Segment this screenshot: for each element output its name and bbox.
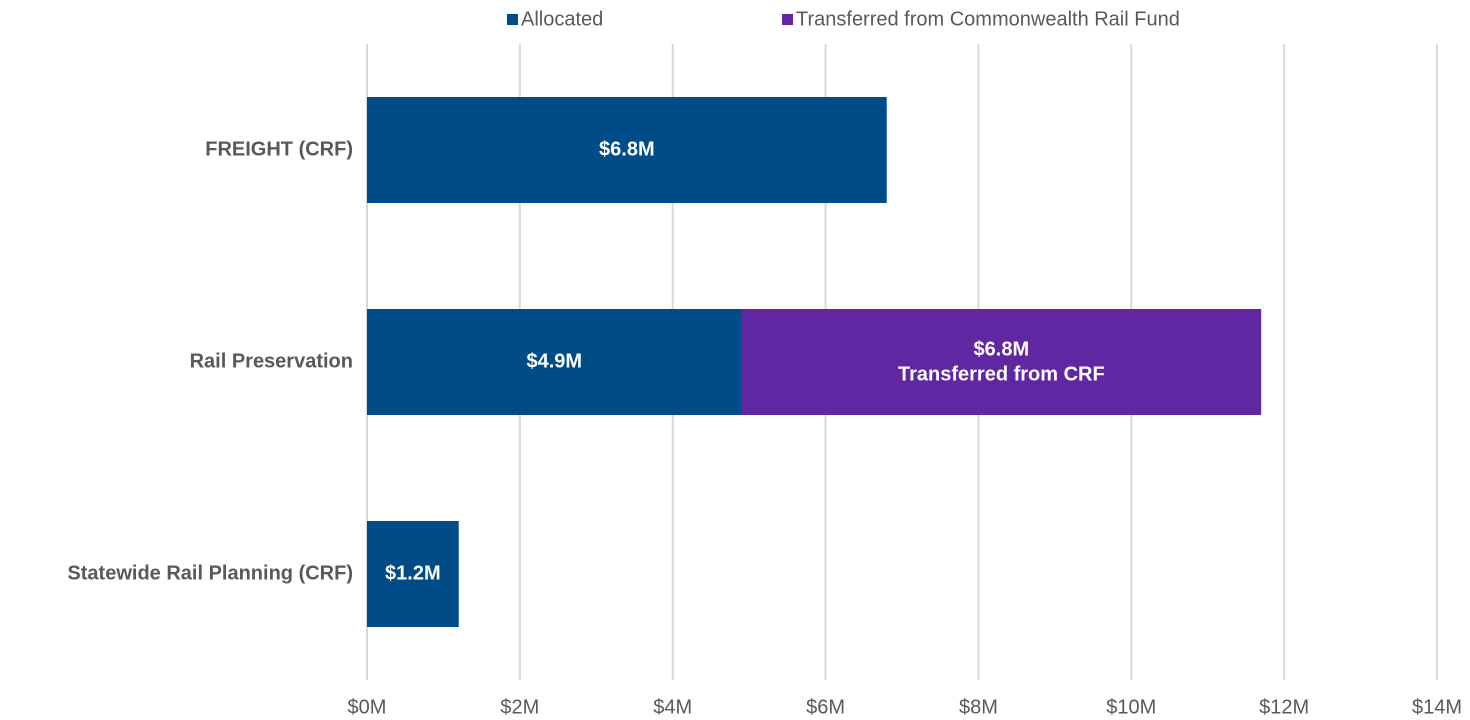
x-tick-label: $10M xyxy=(1106,696,1156,718)
bar xyxy=(367,309,742,415)
legend-swatch xyxy=(782,14,793,25)
data-annotation: Transferred from CRF xyxy=(898,363,1105,385)
data-label: $6.8M xyxy=(974,338,1030,360)
category-label: Statewide Rail Planning (CRF) xyxy=(67,562,353,584)
legend-swatch xyxy=(507,14,518,25)
x-tick-label: $8M xyxy=(959,696,998,718)
legend-label: Allocated xyxy=(521,8,603,30)
bar xyxy=(741,309,1262,415)
category-label: Rail Preservation xyxy=(190,350,353,372)
x-tick-label: $0M xyxy=(348,696,387,718)
legend-label: Transferred from Commonwealth Rail Fund xyxy=(796,8,1180,30)
bar xyxy=(367,521,459,627)
bar xyxy=(367,97,887,203)
x-tick-label: $12M xyxy=(1259,696,1309,718)
data-label: $4.9M xyxy=(526,350,582,372)
x-tick-label: $14M xyxy=(1412,696,1462,718)
data-label: $1.2M xyxy=(385,562,441,584)
data-label: $6.8M xyxy=(599,138,655,160)
x-tick-label: $6M xyxy=(806,696,845,718)
x-tick-label: $2M xyxy=(500,696,539,718)
category-label: FREIGHT (CRF) xyxy=(205,138,353,160)
x-tick-label: $4M xyxy=(653,696,692,718)
